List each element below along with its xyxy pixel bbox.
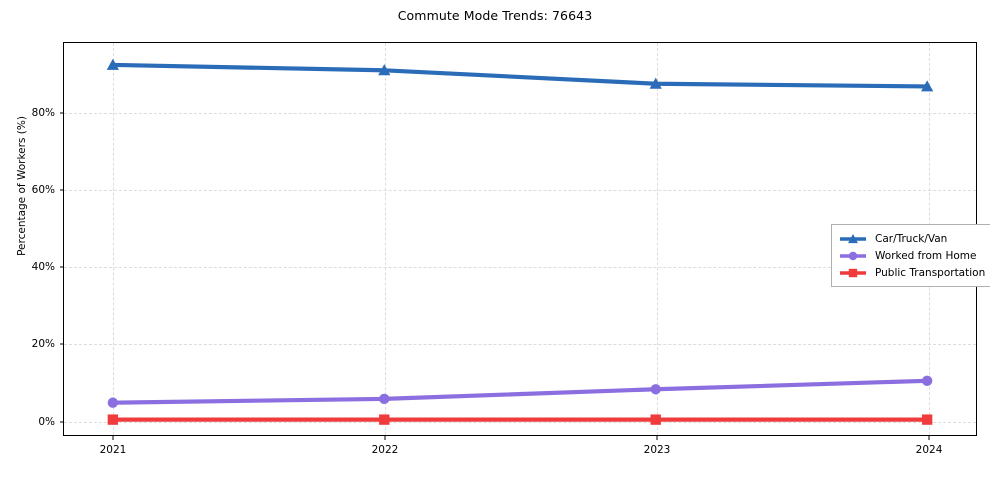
series-plot bbox=[106, 58, 934, 425]
data-point-marker bbox=[106, 58, 119, 70]
x-tick-label: 2024 bbox=[915, 444, 943, 456]
y-tick-mark bbox=[59, 421, 64, 423]
data-point-marker bbox=[921, 375, 933, 386]
data-point-marker bbox=[379, 393, 390, 405]
x-tick-label: 2023 bbox=[643, 444, 671, 456]
data-point-marker bbox=[107, 397, 119, 408]
data-point-marker bbox=[921, 414, 933, 425]
x-tick-mark bbox=[112, 435, 114, 440]
gridline-vertical bbox=[657, 43, 658, 435]
x-tick-label: 2022 bbox=[371, 444, 399, 456]
x-tick-mark bbox=[384, 435, 386, 440]
y-tick-label: 0% bbox=[38, 415, 55, 428]
data-point-marker bbox=[921, 80, 934, 92]
gridline-horizontal bbox=[64, 344, 976, 346]
legend-item-label: Car/Truck/Van bbox=[875, 232, 948, 245]
y-tick-label: 20% bbox=[31, 338, 55, 351]
y-tick-mark bbox=[59, 266, 64, 268]
gridline-vertical bbox=[384, 43, 386, 435]
chart-legend: Car/Truck/Van Worked from Home Public Tran… bbox=[831, 224, 990, 287]
page-title: Commute Mode Trends: 76643 bbox=[397, 8, 593, 23]
legend-item-label: Public Transportation bbox=[875, 266, 986, 279]
x-tick-mark bbox=[928, 435, 930, 440]
gridline-vertical bbox=[112, 43, 114, 435]
x-tick-label: 2021 bbox=[99, 444, 127, 456]
data-point-marker bbox=[650, 414, 661, 425]
legend-item-label: Worked from Home bbox=[875, 249, 977, 262]
y-tick-label: 60% bbox=[31, 183, 55, 196]
legend-item[interactable]: Public Transportation bbox=[838, 264, 985, 281]
legend-marker-icon bbox=[840, 233, 866, 243]
gridline-horizontal bbox=[64, 421, 976, 423]
data-point-marker bbox=[378, 64, 391, 76]
y-tick-mark bbox=[59, 112, 64, 114]
data-point-marker bbox=[379, 414, 390, 425]
series-line bbox=[110, 62, 930, 89]
data-point-marker bbox=[107, 414, 119, 425]
series-line bbox=[110, 378, 930, 405]
series-2 bbox=[107, 414, 933, 425]
series-1 bbox=[107, 375, 933, 408]
gridline-horizontal bbox=[64, 189, 976, 191]
y-tick-mark bbox=[59, 189, 64, 191]
y-tick-mark bbox=[59, 343, 64, 345]
gridline-horizontal bbox=[64, 267, 976, 269]
y-tick-label: 40% bbox=[31, 261, 55, 274]
y-tick-label: 80% bbox=[31, 106, 55, 119]
legend-marker-icon bbox=[840, 268, 866, 277]
data-point-marker bbox=[649, 77, 662, 89]
gridline-horizontal bbox=[64, 112, 976, 114]
x-tick-mark bbox=[656, 435, 658, 440]
legend-item[interactable]: Worked from Home bbox=[838, 247, 985, 264]
y-axis-label: Percentage of Workers (%) bbox=[16, 116, 28, 256]
legend-item[interactable]: Car/Truck/Van bbox=[838, 230, 985, 247]
legend-marker-icon bbox=[840, 251, 866, 260]
series-0 bbox=[106, 58, 934, 92]
data-point-marker bbox=[650, 384, 661, 395]
plot-area: 0% 20% 40% 60% 80% 2021 2022 2023 2024 bbox=[32, 42, 977, 456]
